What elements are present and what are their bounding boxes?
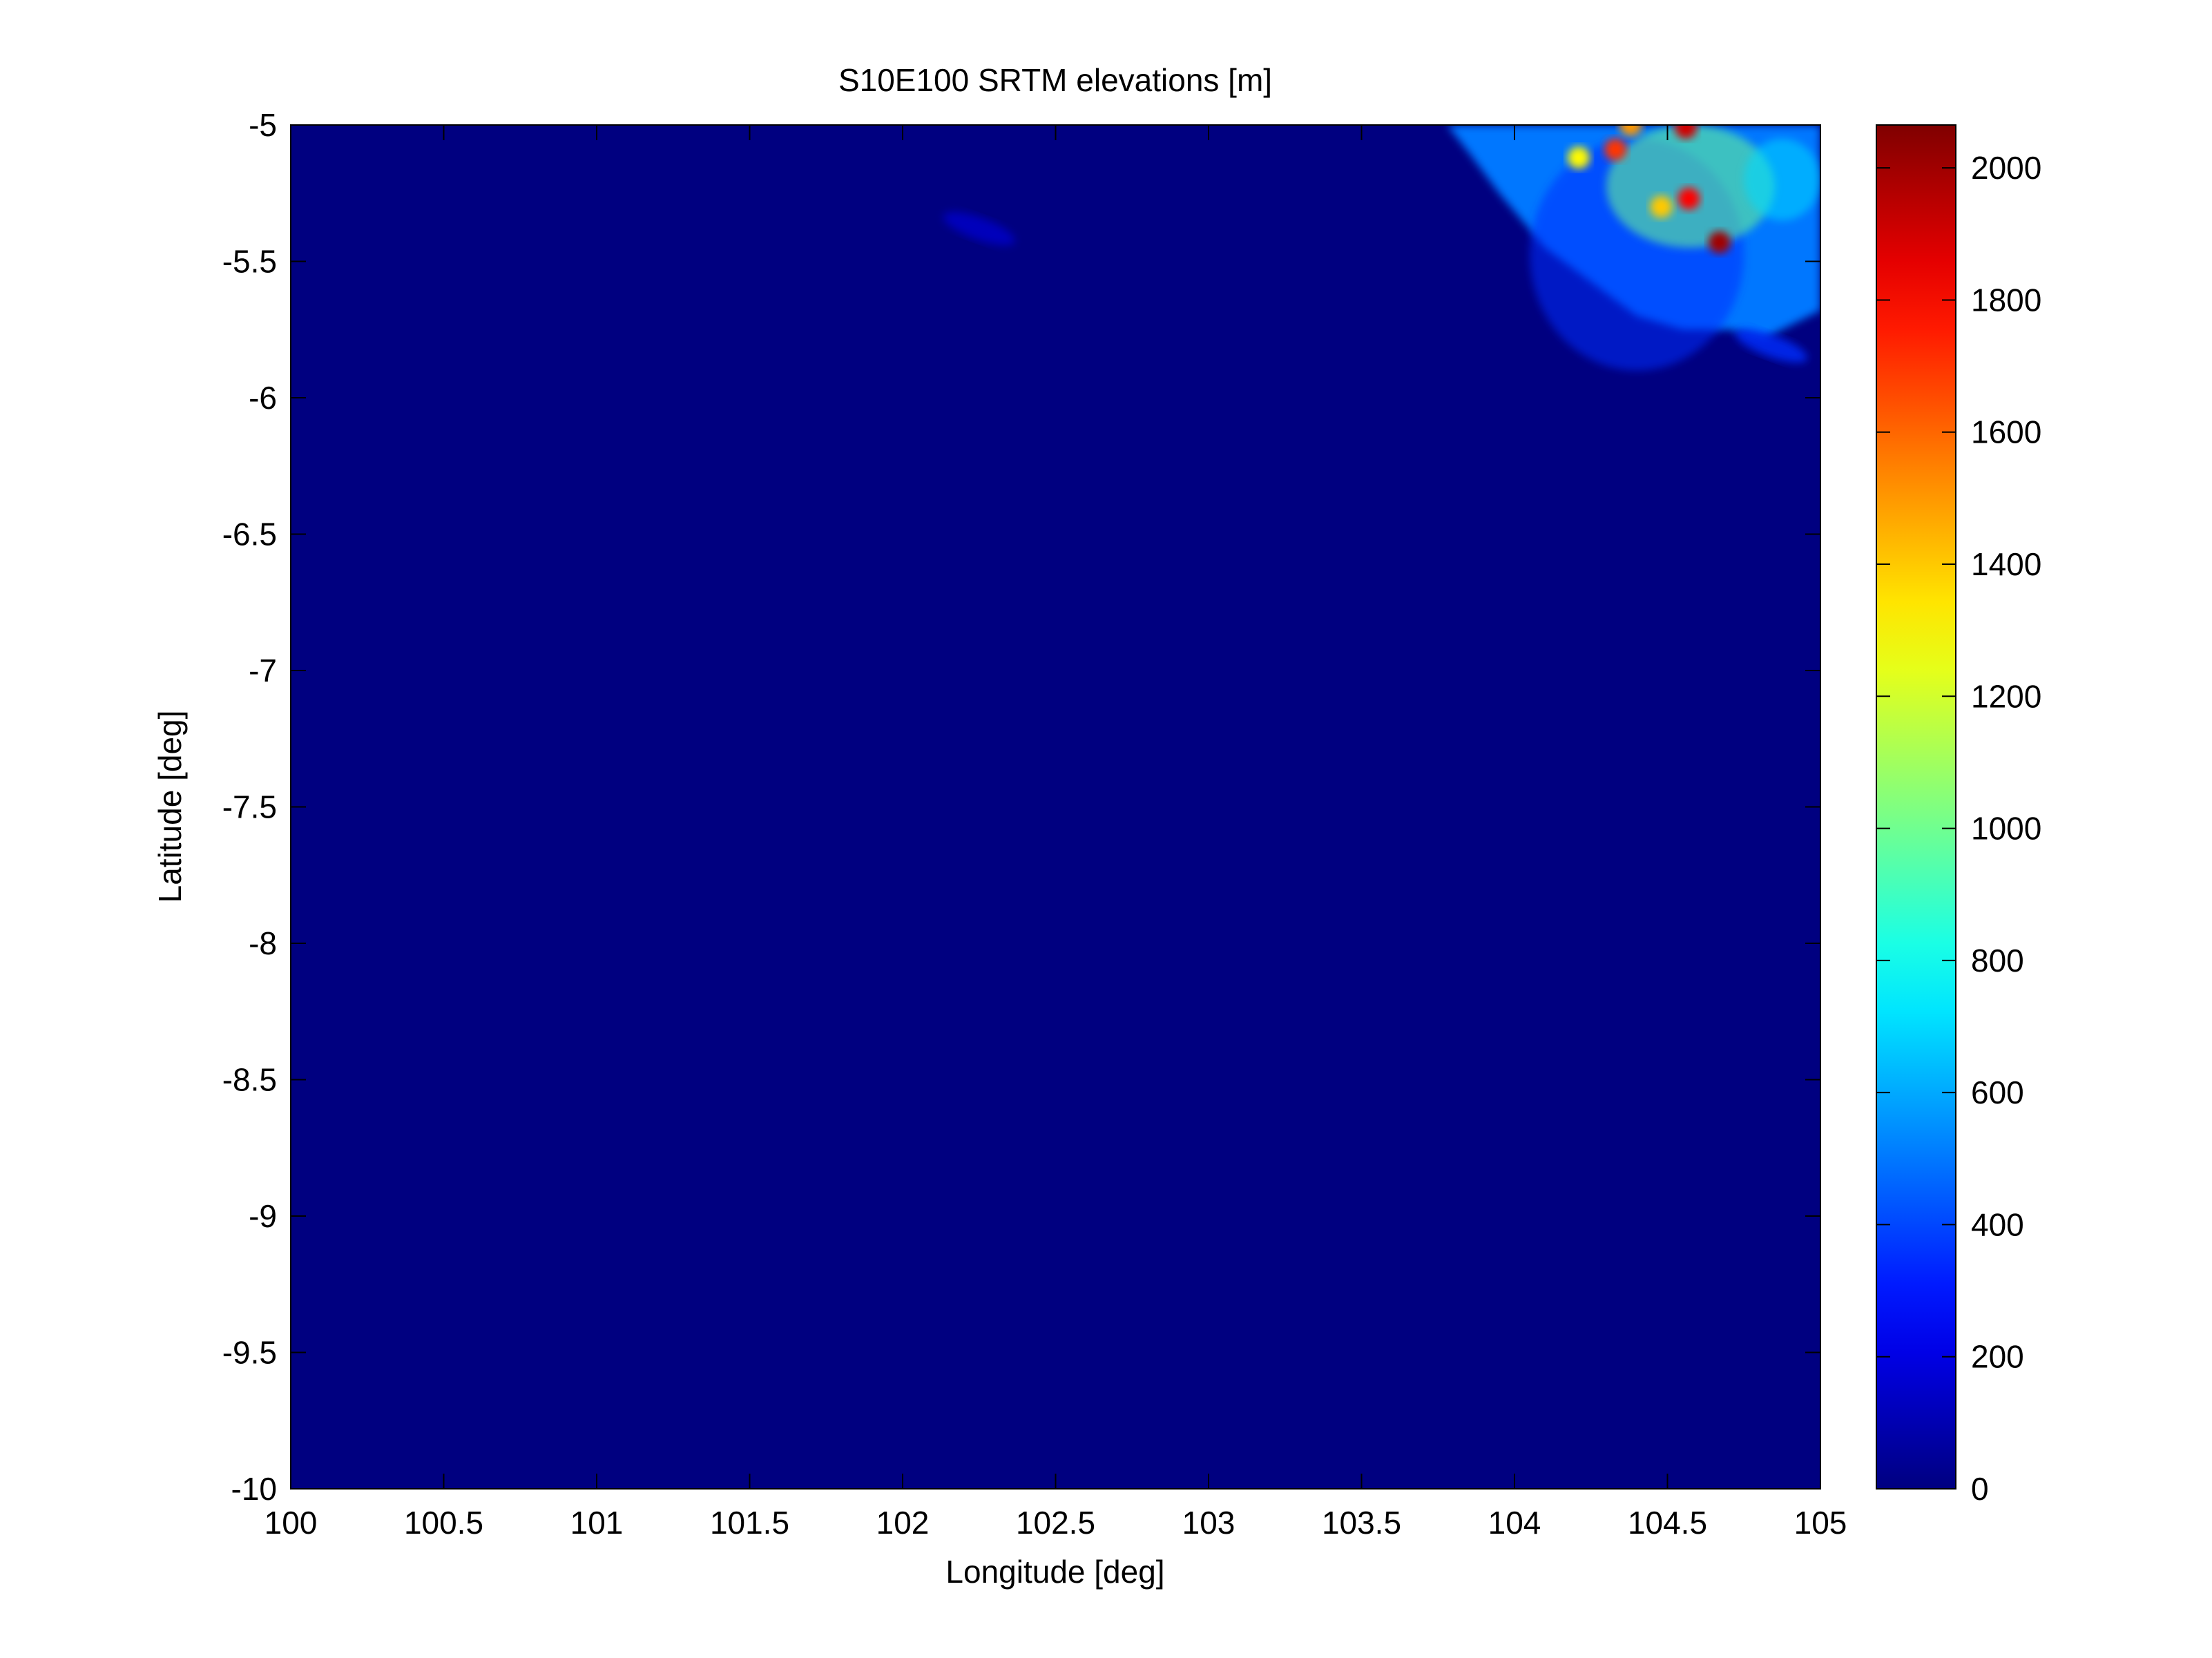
colorbar-tick-label: 1600 [1971, 414, 2041, 450]
y-tick-label: -6 [249, 380, 277, 416]
colorbar-tick-label: 1000 [1971, 811, 2041, 847]
x-tick-label: 103 [1182, 1505, 1235, 1541]
x-tick-label: 101.5 [710, 1505, 789, 1541]
x-tick-label: 104 [1488, 1505, 1541, 1541]
colorbar-tick-label: 2000 [1971, 150, 2041, 186]
elevation-peak [1568, 146, 1590, 169]
elevation-peak [1677, 187, 1700, 210]
minor-elevation-feature [1735, 329, 1808, 363]
x-axis-label: Longitude [deg] [945, 1554, 1164, 1590]
elevation-peak [1604, 138, 1627, 161]
elevation-peak [1708, 231, 1731, 253]
heatmap-area [291, 125, 1820, 1489]
y-tick-label: -7 [249, 653, 277, 688]
colorbar-tick-label: 1200 [1971, 678, 2041, 714]
y-axis-label: Latitude [deg] [152, 711, 188, 903]
elevation-feature [1606, 125, 1775, 248]
y-tick-label: -10 [231, 1471, 277, 1507]
elevation-peak [1650, 195, 1673, 218]
colorbar-tick-label: 800 [1971, 943, 2024, 979]
y-tick-label: -5 [249, 107, 277, 143]
colorbar-tick-label: 1400 [1971, 546, 2041, 582]
elevation-peak [1675, 125, 1698, 139]
x-tick-label: 104.5 [1628, 1505, 1707, 1541]
axes: 100 100.5 101 101.5 102 102.5 103 103.5 104 104.5… [222, 107, 1847, 1541]
elevation-feature [1744, 138, 1820, 221]
elevation-peak [1619, 125, 1642, 136]
x-tick-label: 100.5 [404, 1505, 483, 1541]
colorbar-tick-label: 0 [1971, 1471, 1989, 1507]
x-tick-label: 102 [876, 1505, 930, 1541]
y-tick-label: -8.5 [222, 1062, 277, 1098]
y-tick-label: -9.5 [222, 1335, 277, 1371]
y-tick-label: -6.5 [222, 517, 277, 552]
x-tick-label: 105 [1794, 1505, 1847, 1541]
x-tick-label: 101 [570, 1505, 624, 1541]
y-tick-label: -7.5 [222, 789, 277, 825]
colorbar: 0 200 400 600 800 1000 1200 1400 1600 1800 2000 [1876, 124, 2041, 1507]
colorbar-tick-label: 1800 [1971, 282, 2041, 318]
colorbar-scale [1876, 124, 1956, 1490]
x-tick-label: 103.5 [1322, 1505, 1401, 1541]
x-tick-label: 102.5 [1016, 1505, 1095, 1541]
chart-title: S10E100 SRTM elevations [m] [838, 62, 1272, 98]
colorbar-tick-label: 400 [1971, 1206, 2024, 1242]
y-tick-label: -5.5 [222, 244, 277, 280]
colorbar-tick-label: 600 [1971, 1074, 2024, 1110]
land-layer [943, 125, 1820, 371]
y-tick-label: -9 [249, 1198, 277, 1234]
minor-elevation-feature [943, 212, 1015, 246]
heatmap-background [291, 125, 1820, 1489]
y-tick-label: -8 [249, 925, 277, 961]
x-tick-label: 100 [265, 1505, 318, 1541]
colorbar-tick-label: 200 [1971, 1339, 2024, 1375]
